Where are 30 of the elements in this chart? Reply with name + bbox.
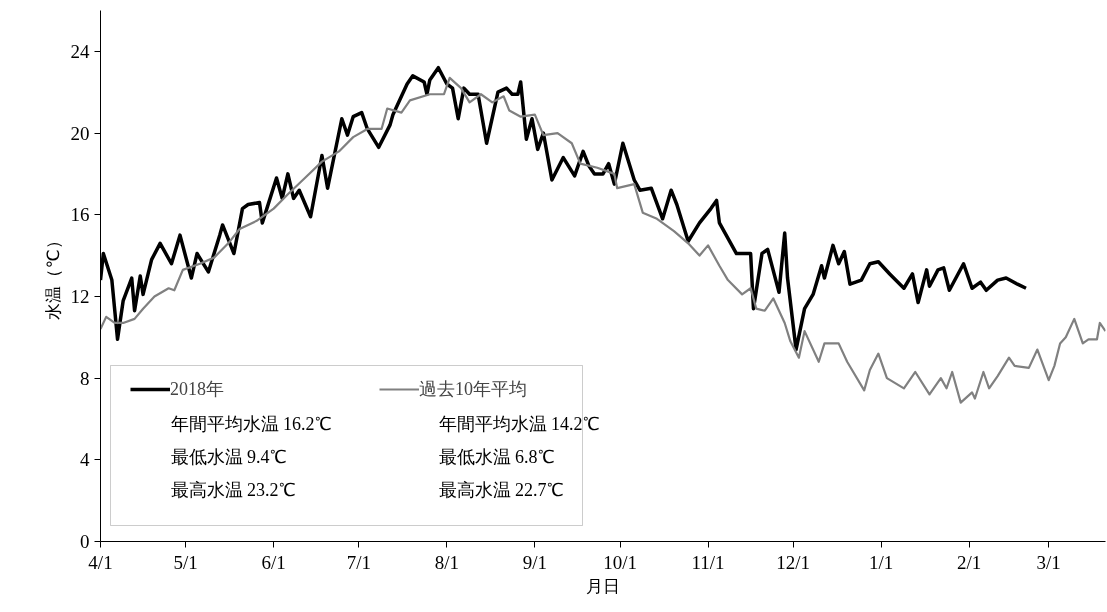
x-tick-label: 5/1 — [173, 551, 198, 573]
y-tick-label: 16 — [70, 204, 90, 226]
x-tick-label: 3/1 — [1036, 551, 1061, 573]
annotation: 最低水温 6.8℃ — [438, 446, 555, 467]
x-tick-label: 1/1 — [869, 551, 894, 573]
y-tick-label: 4 — [80, 449, 90, 471]
x-tick-label: 11/1 — [691, 551, 725, 573]
x-tick-label: 10/1 — [603, 551, 637, 573]
x-tick-label: 7/1 — [346, 551, 371, 573]
legend-label: 2018年 — [170, 378, 224, 401]
x-axis-title: 月日 — [586, 575, 620, 596]
y-tick-label: 0 — [80, 531, 90, 552]
y-tick-label: 8 — [80, 367, 90, 389]
y-tick-label: 20 — [70, 122, 90, 144]
x-tick-label: 6/1 — [261, 551, 286, 573]
y-tick-label: 24 — [70, 40, 90, 62]
x-tick-label: 9/1 — [522, 551, 548, 573]
x-tick-label: 4/1 — [88, 551, 113, 573]
annotation: 年間平均水温 16.2℃ — [170, 413, 332, 434]
line-series — [100, 76, 1106, 404]
y-tick-label: 12 — [70, 285, 90, 307]
x-tick-label: 8/1 — [434, 551, 459, 573]
legend-label: 過去10年平均 — [419, 378, 527, 401]
annotation: 最低水温 9.4℃ — [170, 446, 287, 467]
annotation: 最高水温 22.7℃ — [438, 479, 564, 500]
annotation: 年間平均水温 14.2℃ — [438, 413, 600, 434]
x-tick-label: 12/1 — [776, 551, 811, 573]
x-tick-label: 2/1 — [957, 551, 982, 573]
annotation: 最高水温 23.2℃ — [170, 479, 296, 500]
y-axis-title: 水温（℃） — [42, 232, 63, 320]
